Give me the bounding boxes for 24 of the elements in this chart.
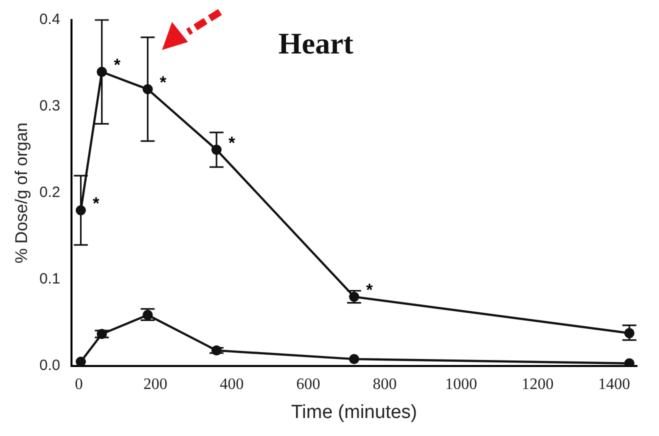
- y-tick-label: 0.1: [39, 270, 60, 288]
- point: [624, 358, 634, 366]
- x-tick-label: 1400: [598, 376, 630, 393]
- x-tick-label: 1200: [522, 376, 554, 393]
- annotation: *: [114, 56, 121, 75]
- point: [349, 354, 360, 364]
- chart-title: Heart: [278, 28, 354, 61]
- annotation: *: [366, 280, 374, 300]
- point: [76, 356, 86, 366]
- x-tick-label: 600: [296, 376, 320, 393]
- y-tick-label: 0.3: [39, 98, 60, 115]
- x-tick-label: 200: [143, 376, 168, 393]
- x-tick-label: 0: [74, 376, 83, 393]
- annotation: *: [228, 133, 236, 152]
- annotation: *: [160, 72, 167, 92]
- x-axis-title: Time (minutes): [291, 402, 418, 423]
- y-tick-label: 0.0: [39, 357, 60, 374]
- y-tick-label: 0.2: [39, 184, 60, 202]
- y-tick-label: 0.4: [39, 11, 60, 28]
- y-axis-title: % Dose/g of organ: [12, 122, 31, 264]
- x-tick-label: 400: [220, 376, 244, 393]
- x-tick-label: 800: [372, 376, 397, 393]
- x-tick-label: 1000: [445, 376, 478, 393]
- annotation: *: [92, 194, 100, 213]
